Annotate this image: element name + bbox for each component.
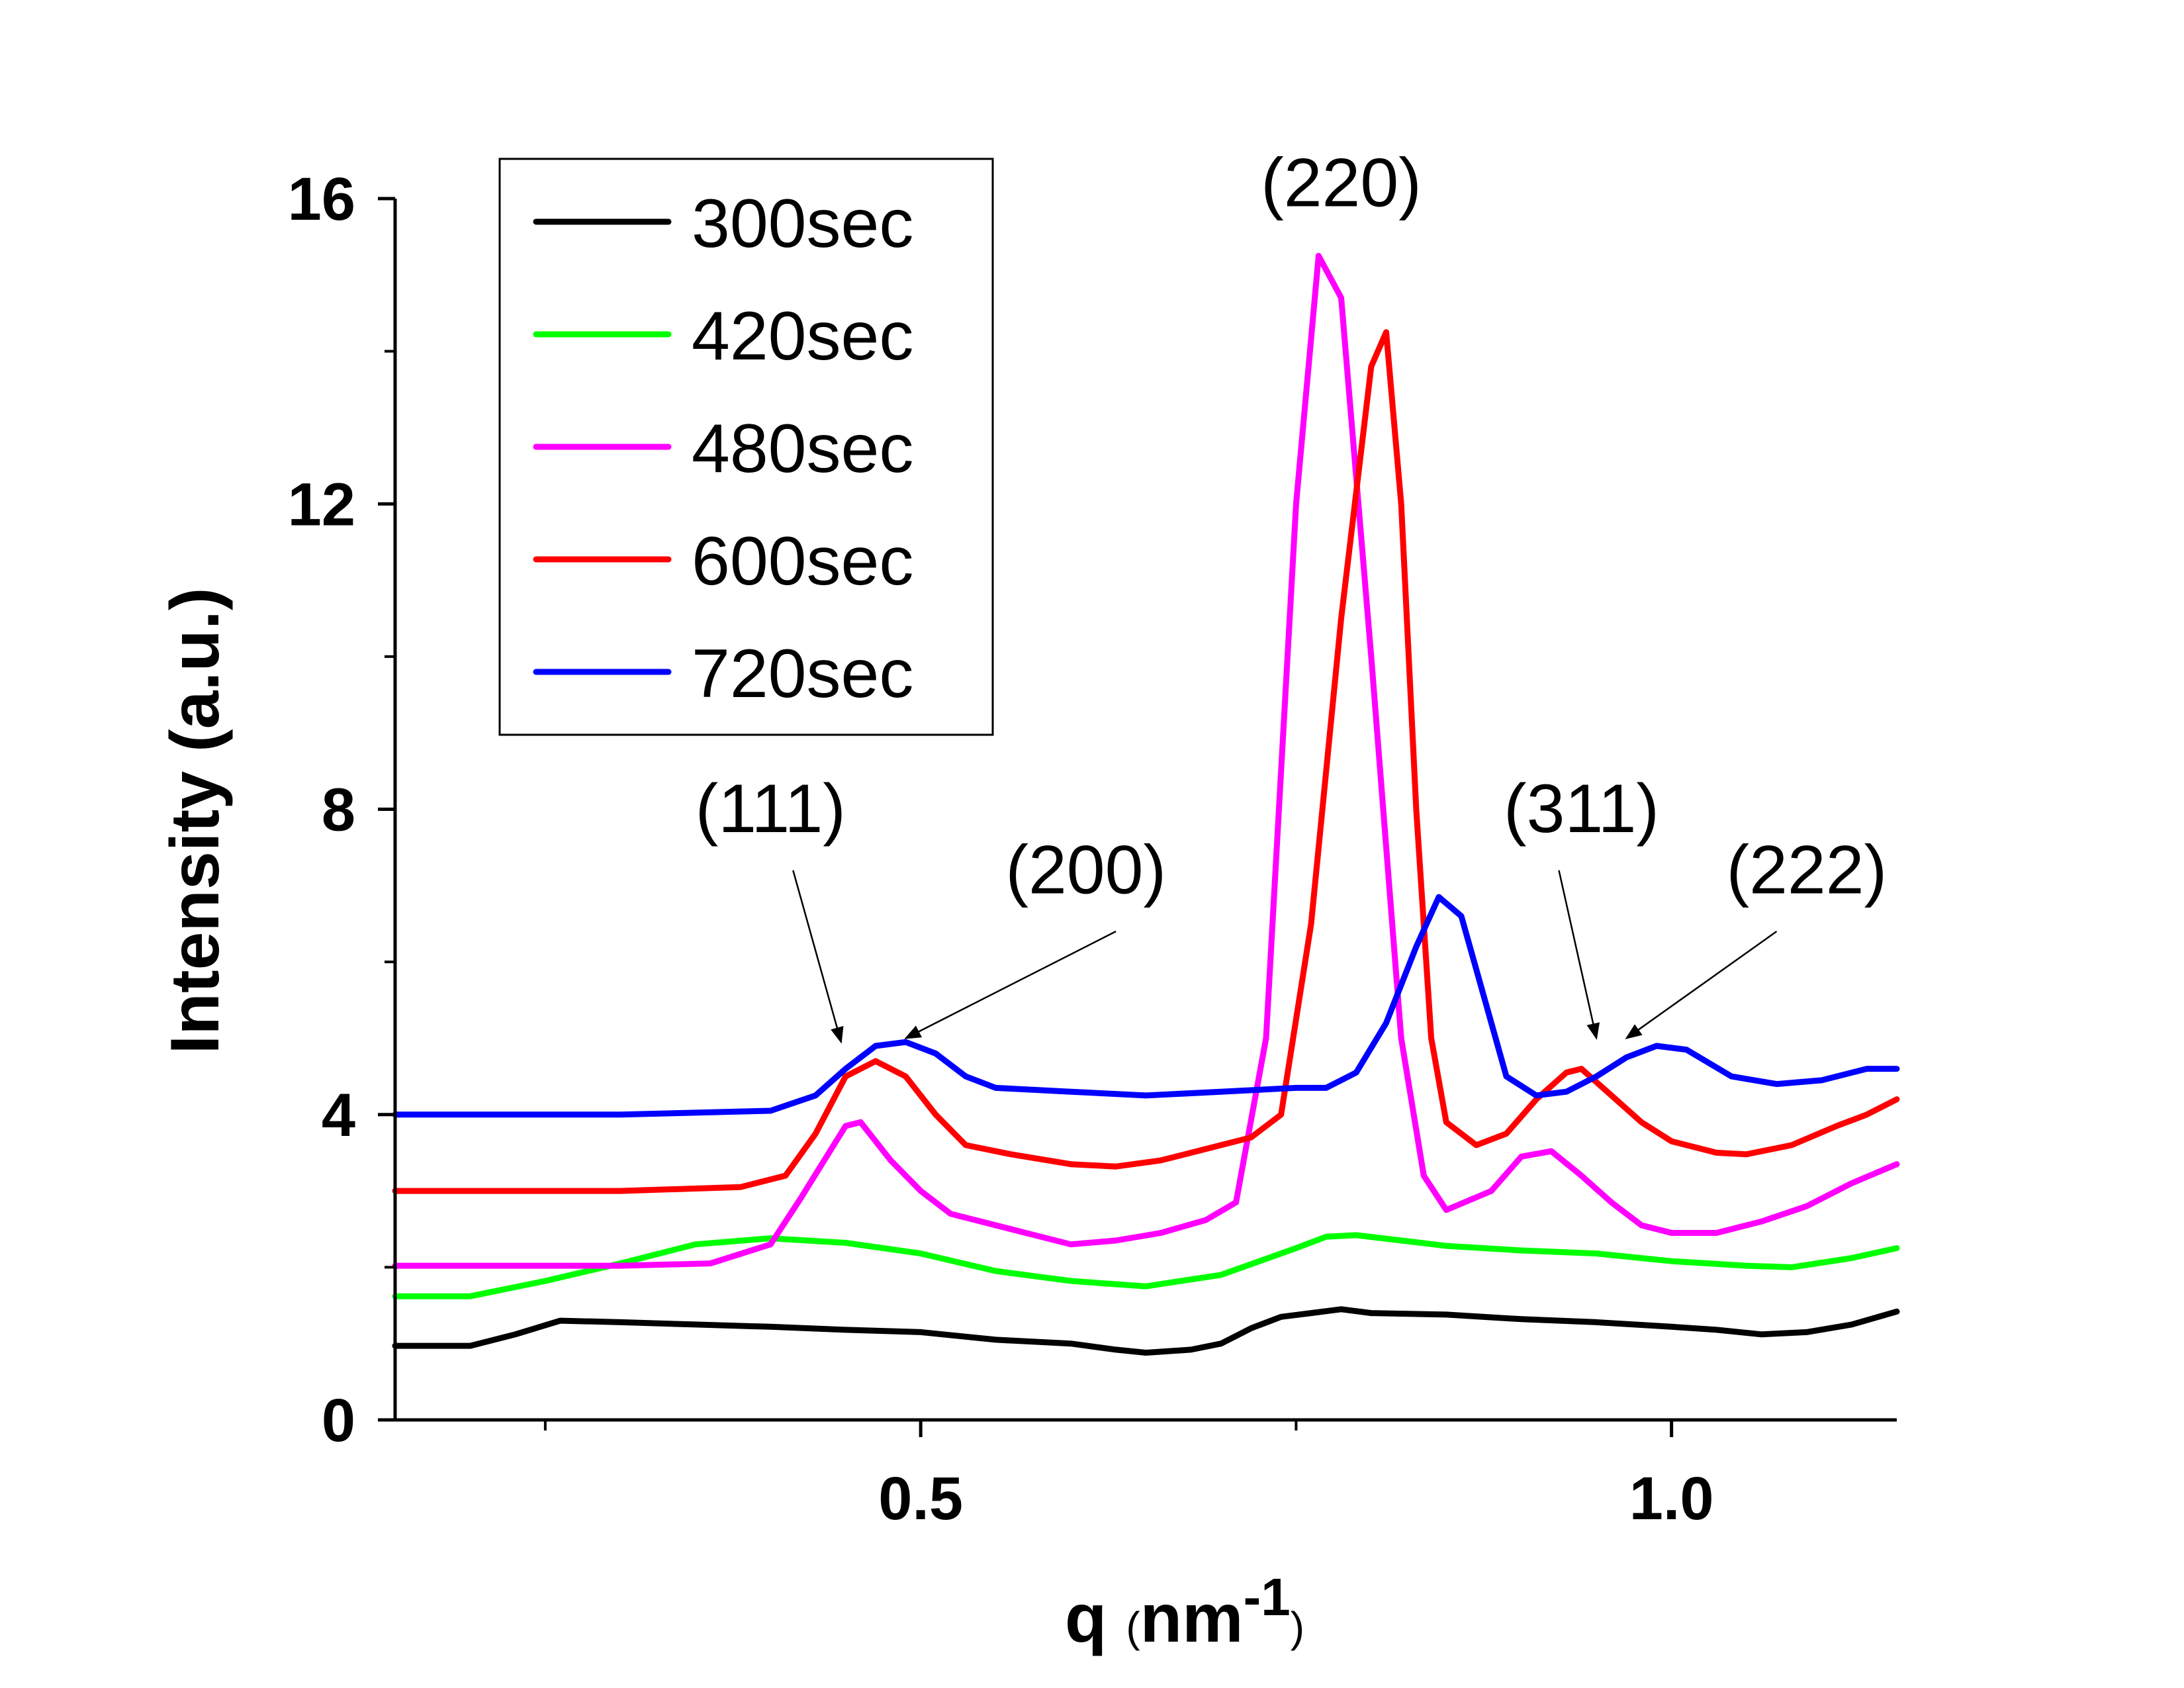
legend-entry-label: 300sec [692, 185, 913, 262]
peak-arrow [1625, 930, 1778, 1039]
legend-entry-label: 720sec [692, 635, 913, 712]
axes-layer: 0.5 1.0 0 4 8 12 16 [288, 165, 1897, 1532]
peak-label: (200) [1005, 831, 1166, 908]
series-layer [392, 253, 1900, 1356]
y-tick-label: 4 [322, 1082, 355, 1149]
y-tick-label: 0 [322, 1387, 355, 1454]
annotation-layer: (111) (200) (220) (311) (222) [696, 145, 1887, 1044]
peak-label: (311) [1504, 771, 1659, 847]
series-line-300sec [392, 1306, 1900, 1356]
x-axis-title-symbol: q [1065, 1580, 1126, 1657]
x-axis-unit-exponent: -1 [1244, 1568, 1291, 1626]
peak-label: (111) [696, 771, 846, 847]
peak-arrow [792, 870, 844, 1044]
y-tick-label: 12 [288, 471, 355, 538]
series-line-480sec [392, 253, 1900, 1269]
legend-entry-label: 600sec [692, 523, 913, 600]
peak-label: (220) [1261, 145, 1422, 222]
peak-arrow [904, 930, 1116, 1039]
legend-entry-label: 480sec [692, 410, 913, 487]
series-line-600sec [392, 329, 1900, 1194]
x-axis-unit: nm [1140, 1580, 1244, 1657]
series-line-720sec [392, 894, 1900, 1118]
legend: 300sec 420sec 480sec 600sec 720sec [498, 158, 994, 736]
x-axis-unit-close-paren: ) [1291, 1603, 1304, 1651]
y-axis-title: Intensity (a.u.) [157, 588, 234, 1055]
x-tick-label: 1.0 [1629, 1465, 1714, 1532]
legend-entry-label: 420sec [692, 298, 913, 375]
x-tick-label: 0.5 [878, 1465, 963, 1532]
peak-arrow [1558, 870, 1600, 1040]
y-tick-label: 16 [288, 165, 355, 233]
x-axis-title: q (nm-1) [1065, 1568, 1304, 1657]
series-line-420sec [392, 1232, 1900, 1299]
y-tick-label: 8 [322, 776, 355, 844]
x-axis-unit-open-paren: ( [1126, 1603, 1140, 1651]
peak-label: (222) [1726, 831, 1887, 908]
